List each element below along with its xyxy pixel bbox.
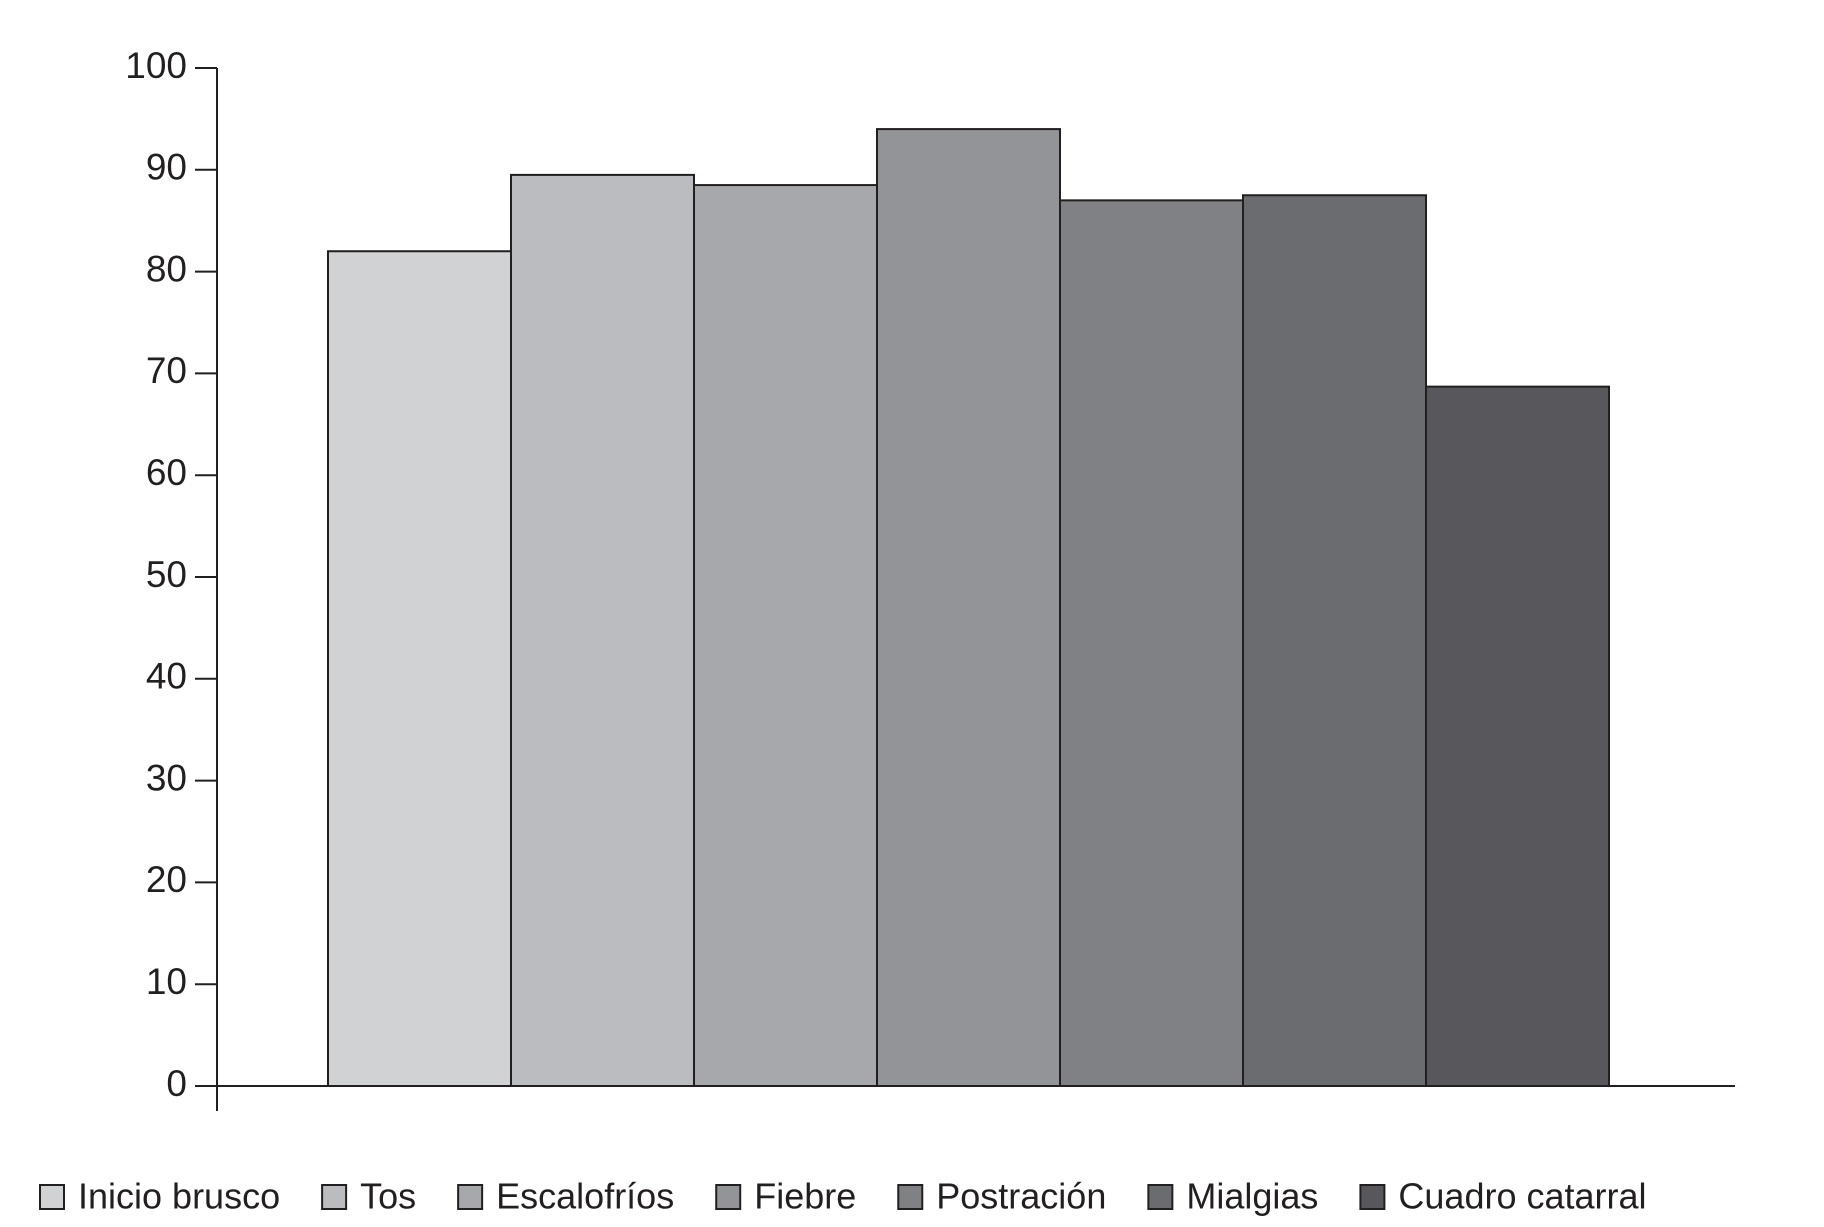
- legend-label: Inicio brusco: [78, 1176, 280, 1217]
- y-tick-label: 10: [146, 961, 187, 1002]
- y-tick-label: 0: [166, 1063, 187, 1104]
- legend-swatch: [1359, 1184, 1386, 1210]
- legend-swatch: [39, 1184, 65, 1210]
- y-tick-label: 50: [146, 554, 187, 595]
- y-tick-label: 30: [146, 757, 187, 798]
- legend-swatch: [715, 1184, 742, 1210]
- y-tick-label: 20: [146, 859, 187, 900]
- legend-swatch: [457, 1184, 484, 1210]
- y-tick-label: 90: [146, 147, 187, 188]
- legend-swatch: [897, 1184, 924, 1210]
- bar: [876, 128, 1061, 1087]
- legend-label: Escalofríos: [496, 1176, 674, 1217]
- bar: [1059, 199, 1244, 1087]
- y-tick-label: 40: [146, 656, 187, 697]
- legend-label: Mialgias: [1186, 1176, 1318, 1217]
- bar: [693, 184, 878, 1087]
- bar: [1425, 385, 1610, 1088]
- legend-label: Tos: [360, 1176, 416, 1217]
- y-tick-label: 70: [146, 350, 187, 391]
- y-tick-label: 60: [146, 452, 187, 493]
- y-tick-label: 80: [146, 248, 187, 289]
- legend-swatch: [321, 1184, 348, 1210]
- legend-label: Fiebre: [754, 1176, 856, 1217]
- bar: [510, 173, 695, 1087]
- bar: [327, 250, 512, 1088]
- legend-label: Postración: [936, 1176, 1106, 1217]
- legend-label: Cuadro catarral: [1398, 1176, 1646, 1217]
- y-tick-label: 100: [125, 45, 187, 86]
- legend-swatch: [1147, 1184, 1174, 1210]
- bar: [1242, 194, 1427, 1087]
